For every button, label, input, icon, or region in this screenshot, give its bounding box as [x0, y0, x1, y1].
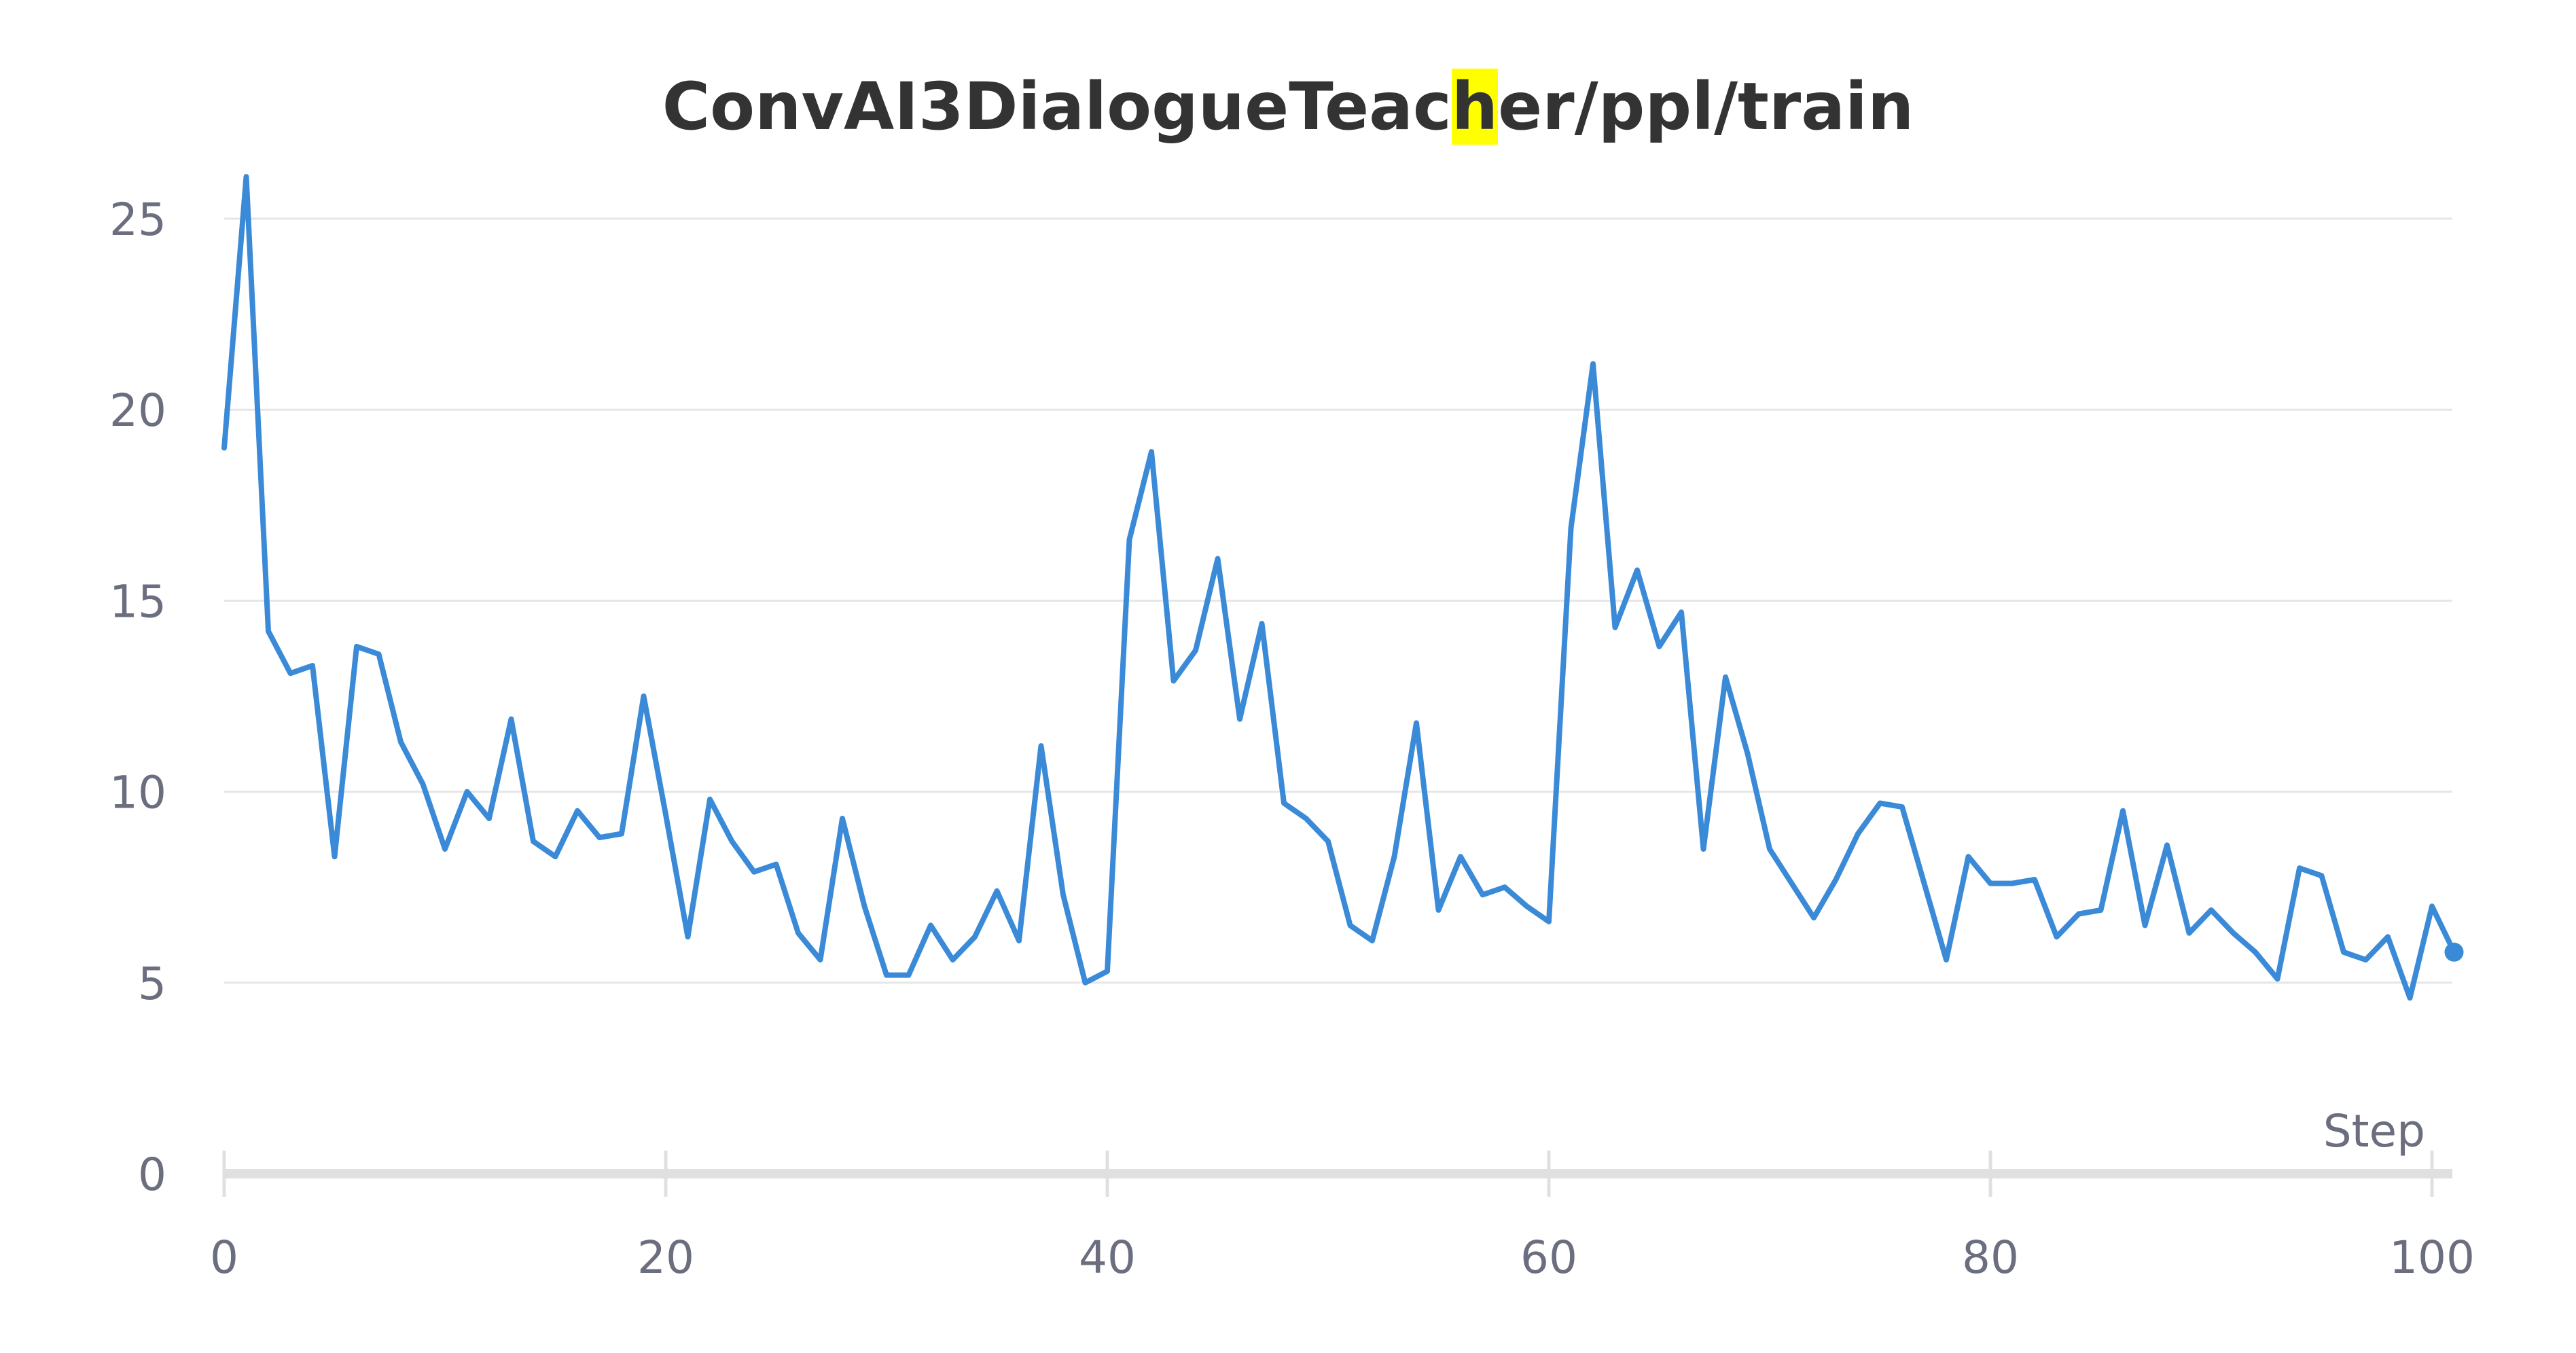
- chart-title-part-2: er/ppl/train: [1498, 69, 1914, 145]
- chart-title-highlight: h: [1451, 69, 1499, 145]
- x-axis-tick-labels: 0 20 40 60 80 100: [210, 1231, 2475, 1284]
- x-tick-label: 80: [1962, 1231, 2019, 1284]
- x-tick-label: 60: [1520, 1231, 1577, 1284]
- y-axis-tick-labels: 0 5 10 15 20 25: [109, 194, 166, 1201]
- series-last-point-marker: [2444, 942, 2464, 962]
- y-tick-label: 25: [109, 194, 166, 246]
- x-tick-label: 0: [210, 1231, 238, 1284]
- x-tick-label: 100: [2389, 1231, 2475, 1284]
- chart-title: ConvAI3DialogueTeacher/ppl/train: [0, 62, 2576, 151]
- y-tick-label: 15: [109, 575, 166, 628]
- x-axis: [222, 1151, 2452, 1197]
- x-axis-label: Step: [2323, 1105, 2425, 1157]
- y-tick-label: 10: [109, 767, 166, 819]
- y-tick-label: 5: [138, 958, 166, 1010]
- x-tick-label: 20: [637, 1231, 694, 1284]
- series-group: [221, 174, 2464, 1001]
- y-tick-label: 20: [109, 384, 166, 437]
- x-tick-label: 40: [1079, 1231, 1136, 1284]
- series-line-0: [221, 174, 2457, 1001]
- y-tick-label: 0: [138, 1149, 166, 1201]
- chart-title-part-1: ConvAI3DialogueTeac: [662, 69, 1452, 145]
- grid-lines: [224, 217, 2452, 984]
